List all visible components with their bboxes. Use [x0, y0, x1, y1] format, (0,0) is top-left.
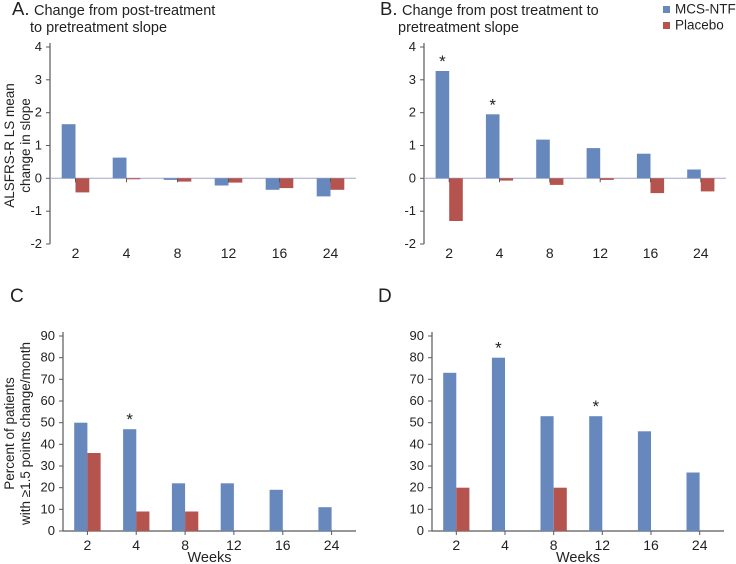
svg-text:60: 60: [410, 393, 424, 408]
svg-text:*: *: [495, 339, 502, 358]
svg-text:4: 4: [132, 537, 140, 553]
svg-text:90: 90: [41, 328, 55, 343]
svg-text:-1: -1: [30, 203, 42, 218]
svg-text:30: 30: [41, 458, 55, 473]
svg-text:Weeks: Weeks: [187, 550, 231, 564]
svg-text:-2: -2: [404, 236, 416, 251]
svg-text:MCS-NTF: MCS-NTF: [675, 2, 736, 17]
svg-text:24: 24: [323, 245, 339, 261]
svg-text:1: 1: [409, 138, 416, 153]
svg-text:0: 0: [48, 523, 55, 538]
svg-text:4: 4: [409, 39, 416, 54]
svg-text:pretreatment slope: pretreatment slope: [398, 20, 519, 36]
svg-text:24: 24: [692, 537, 708, 553]
svg-text:8: 8: [174, 245, 182, 261]
svg-text:80: 80: [41, 350, 55, 365]
svg-text:70: 70: [41, 371, 55, 386]
svg-text:change in slope: change in slope: [18, 98, 33, 193]
svg-text:4: 4: [501, 537, 509, 553]
svg-text:-1: -1: [404, 203, 416, 218]
svg-text:40: 40: [41, 436, 55, 451]
svg-text:24: 24: [693, 245, 709, 261]
svg-text:16: 16: [272, 245, 288, 261]
svg-text:Weeks: Weeks: [556, 550, 600, 564]
svg-text:20: 20: [410, 480, 424, 495]
svg-text:50: 50: [410, 415, 424, 430]
svg-text:16: 16: [275, 537, 291, 553]
svg-text:3: 3: [409, 72, 416, 87]
svg-text:1: 1: [35, 138, 42, 153]
svg-text:60: 60: [41, 393, 55, 408]
svg-text:*: *: [439, 52, 446, 71]
svg-text:C: C: [10, 286, 24, 307]
svg-text:10: 10: [41, 501, 55, 516]
svg-text:Percent of patients: Percent of patients: [2, 377, 17, 490]
svg-text:16: 16: [643, 537, 659, 553]
svg-text:-2: -2: [30, 236, 42, 251]
svg-text:4: 4: [123, 245, 131, 261]
svg-text:*: *: [126, 410, 133, 429]
svg-text:20: 20: [41, 480, 55, 495]
svg-text:70: 70: [410, 371, 424, 386]
svg-text:40: 40: [410, 436, 424, 451]
svg-text:Change from post-treatment: Change from post-treatment: [34, 3, 215, 19]
svg-text:10: 10: [410, 501, 424, 516]
svg-text:16: 16: [643, 245, 659, 261]
svg-text:0: 0: [409, 170, 416, 185]
svg-text:ALSFRS-R LS mean: ALSFRS-R LS mean: [2, 83, 17, 208]
svg-text:50: 50: [41, 415, 55, 430]
svg-text:12: 12: [592, 245, 608, 261]
svg-text:30: 30: [410, 458, 424, 473]
svg-text:2: 2: [445, 245, 453, 261]
svg-text:4: 4: [35, 39, 42, 54]
svg-text:3: 3: [35, 72, 42, 87]
svg-text:Placebo: Placebo: [675, 18, 724, 33]
svg-text:0: 0: [35, 170, 42, 185]
svg-text:2: 2: [72, 245, 80, 261]
svg-text:B.: B.: [380, 0, 397, 19]
svg-text:2: 2: [84, 537, 92, 553]
svg-text:90: 90: [410, 328, 424, 343]
svg-text:12: 12: [221, 245, 237, 261]
svg-text:80: 80: [410, 350, 424, 365]
svg-text:A.: A.: [12, 0, 29, 19]
svg-text:*: *: [489, 95, 496, 114]
svg-text:8: 8: [546, 245, 554, 261]
svg-text:to pretreatment slope: to pretreatment slope: [30, 20, 167, 36]
svg-text:24: 24: [324, 537, 340, 553]
svg-text:Change from post treatment to: Change from post treatment to: [402, 3, 599, 19]
svg-text:2: 2: [35, 105, 42, 120]
svg-text:*: *: [592, 397, 599, 416]
svg-text:D: D: [378, 286, 392, 307]
svg-text:4: 4: [496, 245, 504, 261]
svg-text:2: 2: [409, 105, 416, 120]
svg-text:with ≥1.5 points change/month: with ≥1.5 points change/month: [18, 342, 33, 526]
svg-text:2: 2: [452, 537, 460, 553]
svg-text:0: 0: [417, 523, 424, 538]
